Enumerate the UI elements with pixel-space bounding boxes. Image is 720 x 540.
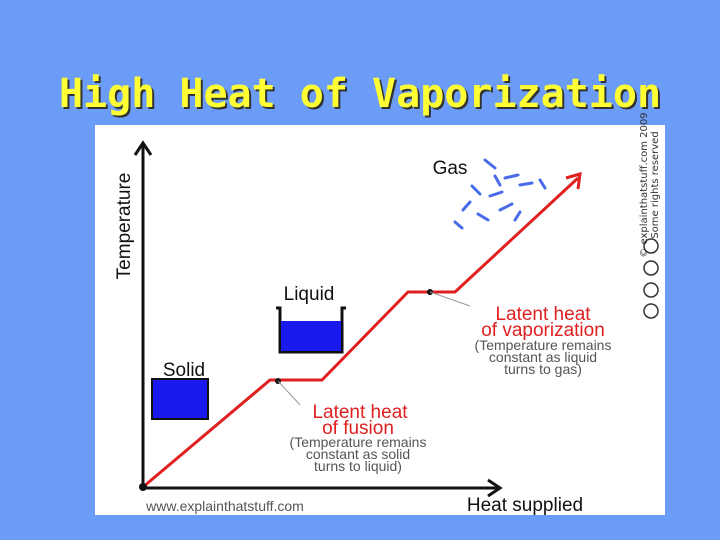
annotation-note: constant as solid <box>306 446 410 462</box>
origin <box>139 483 147 491</box>
annotation-heading: Latent heat <box>312 402 408 423</box>
axes <box>133 140 503 498</box>
solid-label: Solid <box>163 360 205 381</box>
annotation-note: (Temperature remains <box>290 434 427 450</box>
x-axis-label: Heat supplied <box>467 495 583 516</box>
annotation-heading: of vaporization <box>481 320 605 341</box>
license-icons <box>643 238 659 319</box>
liquid-label: Liquid <box>284 284 335 305</box>
annotation-heading: of fusion <box>322 418 394 439</box>
gas-label: Gas <box>433 158 468 179</box>
gas-molecules <box>453 158 547 230</box>
liquid-beaker <box>276 306 346 354</box>
copyright: © explainthatstuff.com 2009 <box>639 112 650 257</box>
annotation-note: turns to gas) <box>504 361 582 377</box>
website: www.explainthatstuff.com <box>145 498 304 514</box>
annotation-note: (Temperature remains <box>475 337 612 353</box>
pointer <box>429 291 471 307</box>
annotation-note: constant as liquid <box>489 349 597 365</box>
pointer <box>277 380 301 406</box>
annotation-heading: Latent heat <box>495 304 591 325</box>
title-shadow: High Heat of Vaporization <box>61 73 663 119</box>
liquid <box>281 321 341 351</box>
heating-curve <box>142 176 580 489</box>
slide-title: High Heat of Vaporization <box>59 71 661 117</box>
solid-block <box>151 378 209 420</box>
curve-arrow <box>565 171 582 190</box>
copyright: Some rights reserved <box>650 131 661 238</box>
annotation-note: turns to liquid) <box>314 458 402 474</box>
y-axis-label: Temperature <box>114 173 135 280</box>
